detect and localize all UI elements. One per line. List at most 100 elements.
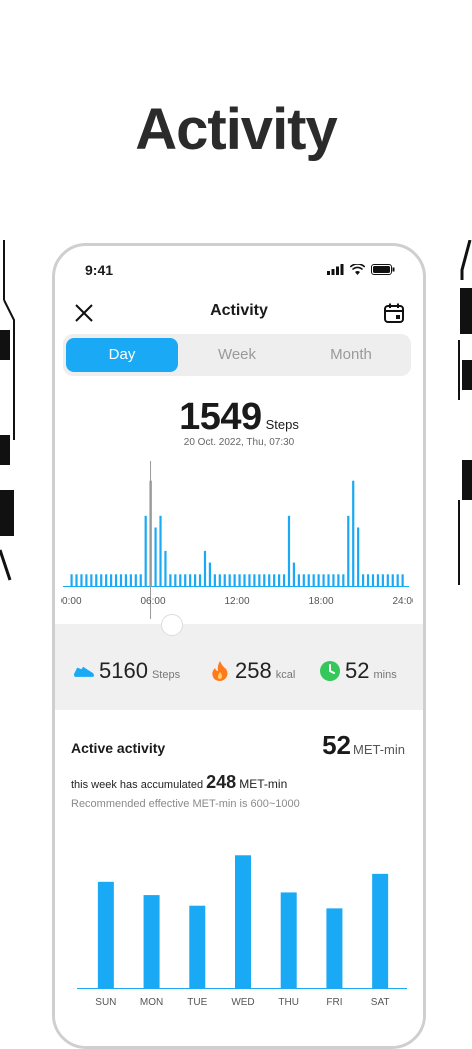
active-activity-title: Active activity [71, 740, 166, 756]
stat-minutes-value: 52 [345, 658, 370, 683]
day-chart-tick-label: 00:00 [61, 596, 82, 607]
day-chart-bar [208, 562, 212, 586]
day-chart-bar [297, 574, 300, 586]
steps-count: 1549 [179, 396, 262, 438]
stat-calories: 258 kcal [209, 658, 295, 684]
day-chart-bar [228, 574, 231, 586]
timeline-scrub-handle[interactable] [161, 614, 183, 636]
day-chart-bar [248, 574, 251, 586]
day-chart-bar [386, 574, 389, 586]
day-chart-bar [218, 574, 221, 586]
week-chart-bar [280, 892, 297, 988]
met-value: 52 [322, 730, 351, 760]
day-chart-bar [184, 574, 187, 586]
day-chart-bar [268, 574, 271, 586]
active-activity-panel: Active activity 52 MET-min this week has … [55, 712, 423, 1046]
met-total: 52 MET-min [322, 730, 405, 761]
week-met-chart: SUN MON TUE WED THU FRI SAT [77, 855, 407, 1008]
status-bar: 9:41 [85, 262, 395, 282]
week-chart-bar [235, 855, 251, 988]
day-chart-bar [263, 574, 266, 586]
day-chart-bar [198, 574, 202, 586]
week-chart-bar [372, 873, 389, 988]
day-chart-bar [357, 527, 360, 586]
week-chart-bar [143, 895, 160, 988]
stats-band: 5160 Steps 258 kcal 52 mins [55, 624, 423, 710]
tab-day[interactable]: Day [66, 338, 178, 372]
clock-icon [320, 661, 340, 681]
day-chart-bar [194, 574, 197, 586]
day-chart-bar [100, 574, 103, 586]
status-icons [327, 264, 395, 275]
day-chart-tick-label: 06:00 [140, 596, 165, 607]
day-steps-chart[interactable]: 00:00 06:00 12:00 18:00 24:00 [61, 461, 413, 631]
day-chart-bar [362, 574, 365, 586]
stat-calories-unit: kcal [275, 669, 296, 681]
day-chart-bar [144, 515, 147, 586]
signal-icon [327, 264, 344, 275]
day-chart-bar [376, 574, 380, 586]
accumulated-unit: MET-min [239, 777, 288, 791]
accumulated-prefix: this week has accumulated [71, 779, 204, 791]
tab-week[interactable]: Week [217, 346, 257, 363]
day-chart-bar [139, 574, 142, 586]
day-chart-bar [332, 574, 335, 586]
day-chart-bar [105, 574, 108, 586]
accumulated-value: 248 [206, 772, 237, 792]
day-chart-bar [223, 574, 226, 586]
week-chart-day-label: TUE [187, 997, 207, 1008]
week-chart-day-label: SUN [95, 997, 116, 1008]
steps-summary: 1549 Steps 20 Oct. 2022, Thu, 07:30 [55, 396, 423, 448]
day-chart-bar [366, 574, 370, 586]
day-chart-bar [70, 574, 73, 586]
stat-minutes: 52 mins [319, 658, 397, 684]
page-headline: Activity [135, 97, 338, 162]
shoe-icon [73, 666, 94, 677]
day-chart-bar [278, 574, 281, 586]
steps-unit: Steps [265, 417, 299, 432]
calendar-icon[interactable] [383, 302, 405, 324]
day-chart-bar [371, 574, 375, 586]
decor-left [0, 240, 15, 581]
day-chart-bar [174, 574, 177, 586]
week-chart-bar [326, 908, 343, 988]
day-chart-bar [169, 574, 172, 586]
week-chart-day-label: MON [140, 997, 163, 1008]
day-chart-bar [352, 480, 355, 586]
period-tabs: Day Week Month [63, 334, 411, 376]
day-chart-bar [85, 574, 88, 586]
day-chart-bar [203, 550, 207, 586]
day-chart-bar [110, 574, 113, 586]
day-chart-bar [337, 574, 340, 586]
flame-icon [212, 661, 228, 681]
day-chart-tick-label: 24:00 [392, 596, 413, 607]
day-chart-bar [312, 574, 315, 586]
day-chart-bar [307, 574, 310, 586]
summary-datetime: 20 Oct. 2022, Thu, 07:30 [183, 437, 295, 448]
day-chart-bar [159, 515, 162, 586]
day-chart-bar [233, 574, 236, 586]
day-chart-bar [327, 574, 330, 586]
week-chart-day-label: SAT [371, 997, 390, 1008]
week-chart-day-label: WED [231, 997, 254, 1008]
stat-steps: 5160 Steps [73, 658, 180, 684]
stat-steps-unit: Steps [151, 669, 181, 681]
stat-steps-value: 5160 [99, 658, 148, 683]
day-chart-bar [134, 574, 137, 586]
week-chart-day-label: THU [278, 997, 299, 1008]
day-chart-tick-label: 18:00 [308, 596, 333, 607]
day-chart-bar [90, 574, 93, 586]
day-chart-bar [114, 574, 118, 586]
recommendation-text: Recommended effective MET-min is 600~100… [71, 798, 300, 810]
day-chart-bar [317, 574, 320, 586]
tab-month[interactable]: Month [330, 346, 372, 363]
status-time: 9:41 [85, 262, 114, 278]
week-chart-bar [189, 905, 206, 988]
day-chart-bar [347, 515, 350, 586]
day-chart-tick-label: 12:00 [224, 596, 249, 607]
close-icon[interactable] [73, 302, 95, 324]
day-chart-bar [381, 574, 384, 586]
week-chart-day-label: FRI [326, 997, 342, 1008]
day-chart-bar [243, 574, 246, 586]
day-chart-bar [273, 574, 276, 586]
